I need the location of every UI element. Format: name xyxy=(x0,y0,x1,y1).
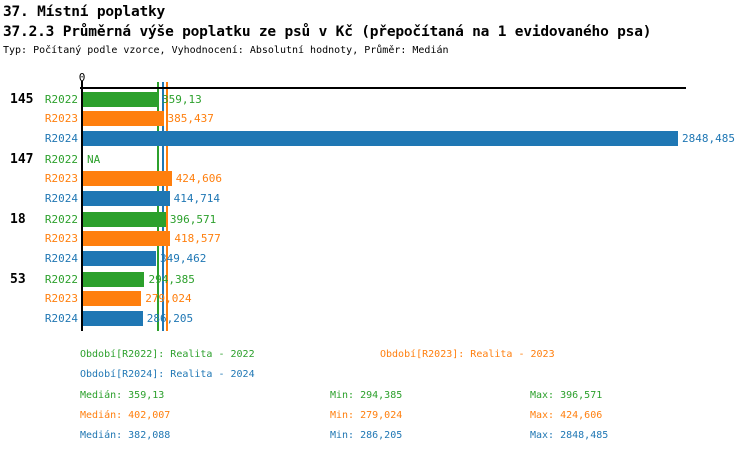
median-line-r2024 xyxy=(161,82,164,331)
bar-r2022 xyxy=(83,92,159,107)
report-title: 37. Místní poplatky xyxy=(3,4,166,20)
legend-item-r2024: Období[R2024]: Realita - 2024 xyxy=(80,369,255,380)
bar-value-label: 286,205 xyxy=(146,311,194,325)
bar-r2023 xyxy=(83,291,142,307)
group-label: 145 xyxy=(10,92,34,107)
bar-r2024 xyxy=(83,130,678,146)
bar-value-label: 418,577 xyxy=(174,232,221,246)
chart-title: 37.2.3 Průměrná výše poplatku ze psů v K… xyxy=(3,24,652,40)
series-label: R2023 xyxy=(44,232,78,246)
bar-r2024 xyxy=(83,310,143,326)
bar-r2022 xyxy=(83,272,145,287)
bar-r2022 xyxy=(83,212,166,227)
series-label: R2023 xyxy=(44,172,78,186)
stat-max-r2024: Max: 2848,485 xyxy=(530,430,609,441)
stat-min-r2023: Min: 279,024 xyxy=(330,410,403,421)
bar-value-label: 294,385 xyxy=(148,273,195,286)
series-label: R2024 xyxy=(44,131,78,145)
stat-median-r2022: Medián: 359,13 xyxy=(80,390,165,401)
stat-min-r2024: Min: 286,205 xyxy=(330,430,403,441)
median-line-r2023 xyxy=(165,82,168,331)
group-label: 147 xyxy=(10,152,34,167)
axis-zero-label: 0 xyxy=(78,71,86,84)
bar-value-label: 385,437 xyxy=(167,112,214,126)
series-label: R2022 xyxy=(44,153,78,166)
stat-median-r2024: Medián: 382,088 xyxy=(80,430,171,441)
series-label: R2023 xyxy=(44,292,78,306)
bar-value-label: 349,462 xyxy=(159,251,207,265)
bar-value-label: 424,606 xyxy=(175,172,223,186)
stat-median-r2023: Medián: 402,007 xyxy=(80,410,171,421)
legend-item-r2023: Období[R2023]: Realita - 2023 xyxy=(380,349,555,360)
legend-item-r2022: Období[R2022]: Realita - 2022 xyxy=(80,349,255,360)
bar-r2024 xyxy=(83,250,156,266)
stat-max-r2023: Max: 424,606 xyxy=(530,410,603,421)
series-label: R2023 xyxy=(44,112,78,126)
bar-r2023 xyxy=(83,111,164,127)
bar-chart: 0 145 R2022 359,13 R2023 385,437 R2024 2848,48… xyxy=(10,71,735,331)
bar-value-label: 414,714 xyxy=(173,191,220,205)
y-axis-line xyxy=(81,81,83,331)
stat-max-r2022: Max: 396,571 xyxy=(530,390,603,401)
bar-value-label: NA xyxy=(87,153,101,166)
stat-min-r2022: Min: 294,385 xyxy=(330,390,403,401)
bar-r2023 xyxy=(83,231,171,247)
bar-value-label: 359,13 xyxy=(162,93,202,106)
series-label: R2022 xyxy=(44,273,78,286)
series-label: R2024 xyxy=(44,311,78,325)
median-line-r2022 xyxy=(157,82,160,331)
bar-r2024 xyxy=(83,190,170,206)
chart-meta-line: Typ: Počítaný podle vzorce, Vyhodnocení:… xyxy=(3,45,449,56)
bar-value-label: 279,024 xyxy=(145,292,192,306)
series-label: R2024 xyxy=(44,191,78,205)
x-axis-line xyxy=(80,87,686,89)
series-label: R2024 xyxy=(44,251,78,265)
series-label: R2022 xyxy=(44,213,78,226)
series-label: R2022 xyxy=(44,93,78,106)
group-label: 18 xyxy=(10,212,26,227)
bar-r2023 xyxy=(83,171,172,187)
group-label: 53 xyxy=(10,272,26,287)
bar-value-label: 396,571 xyxy=(169,213,217,226)
bar-value-label: 2848,485 xyxy=(682,131,735,145)
